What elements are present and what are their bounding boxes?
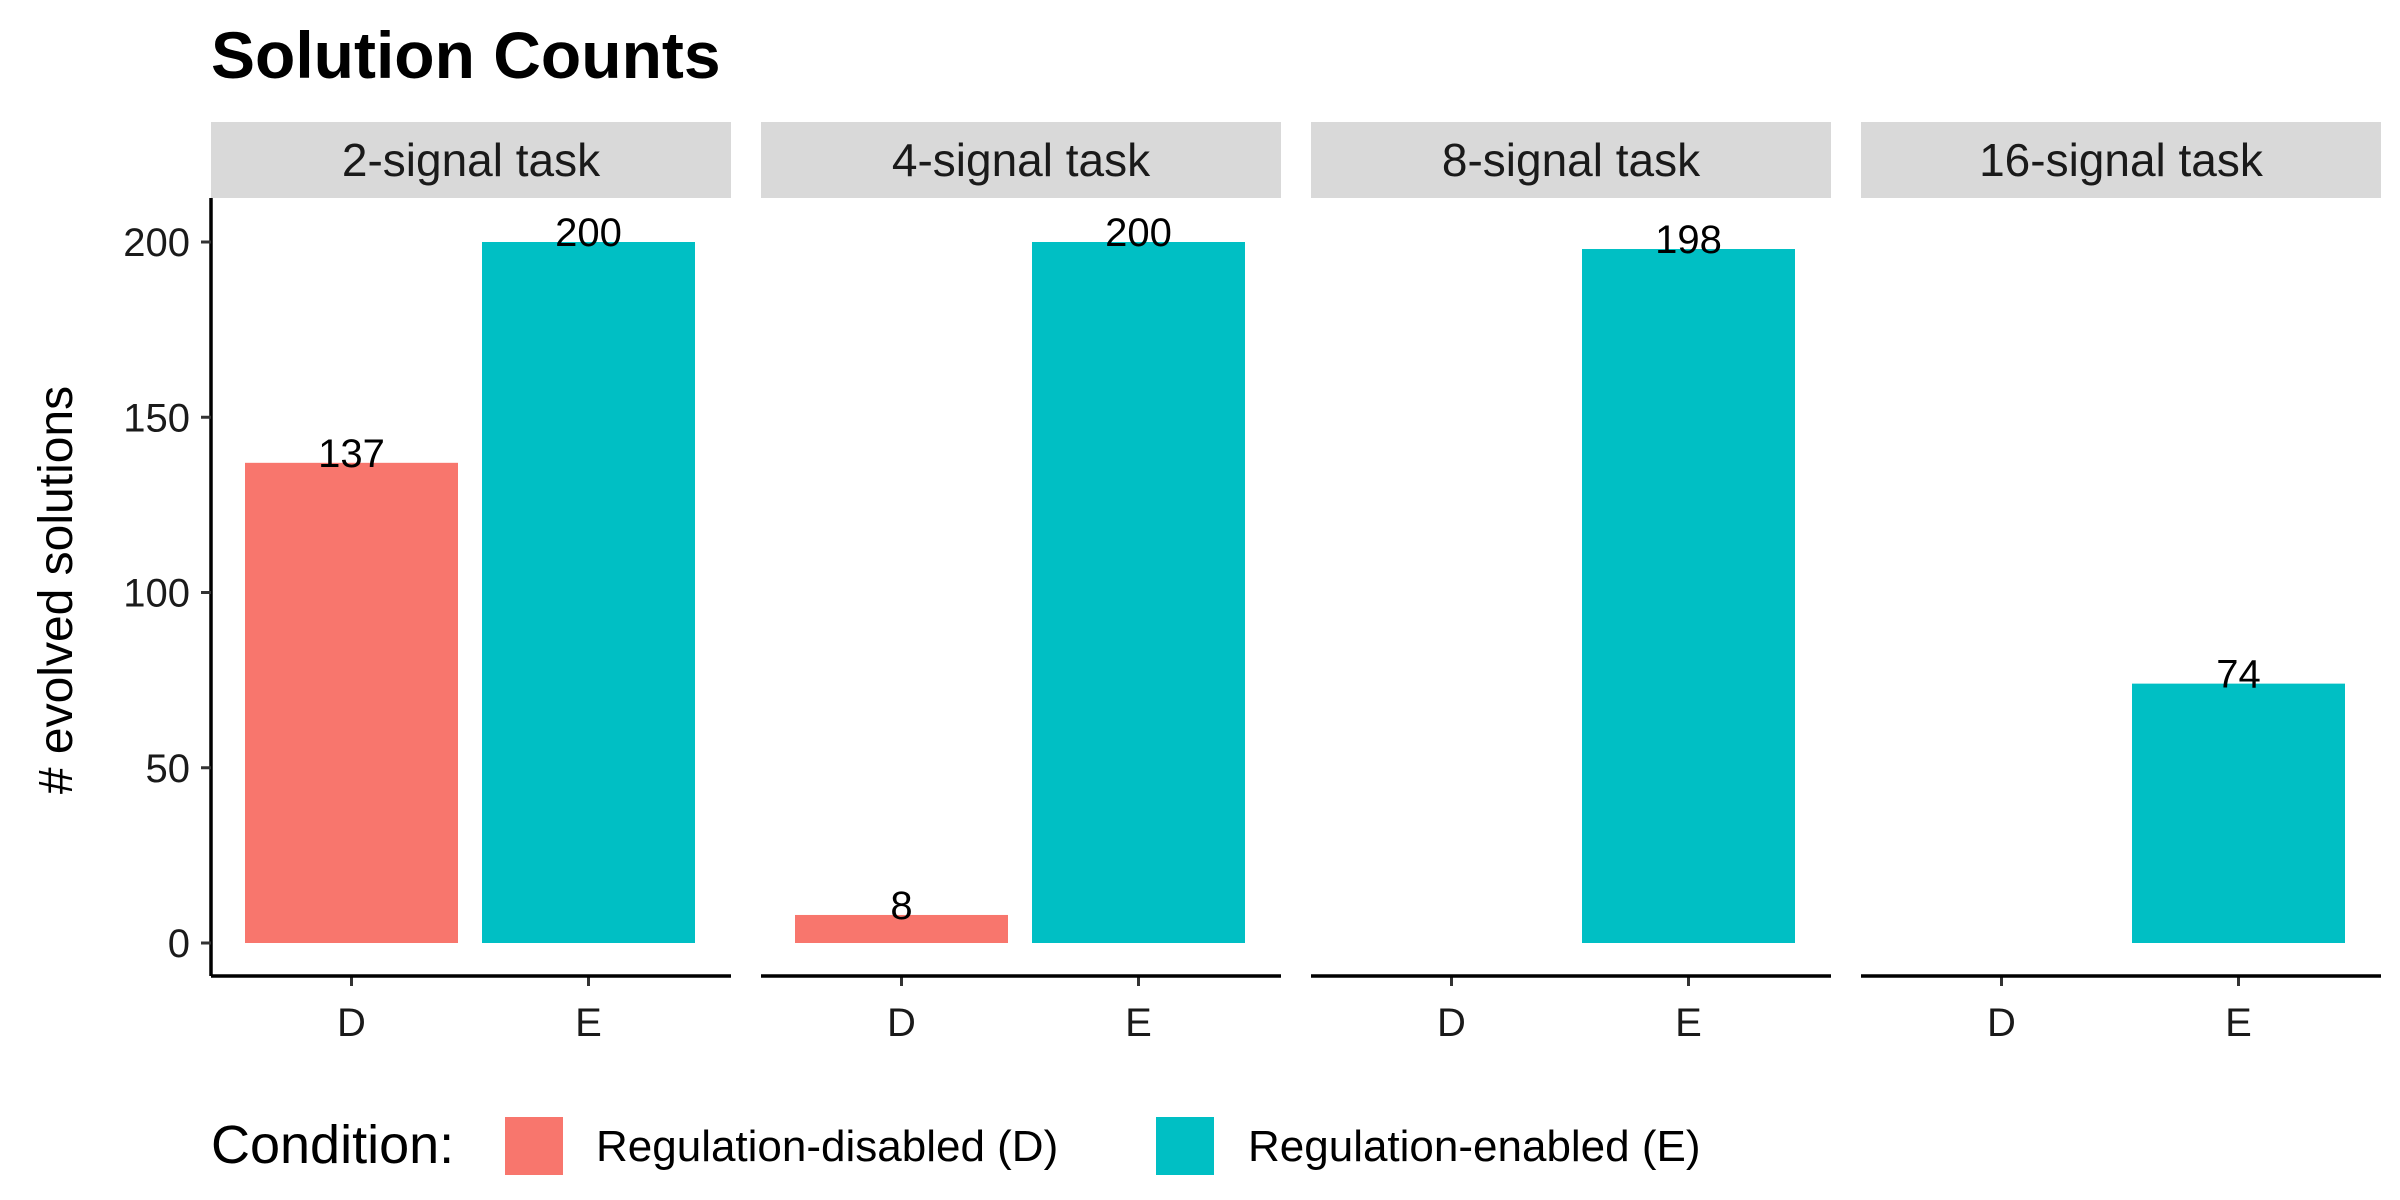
facet-panel: 8-signal task D 198 E — [1311, 122, 1831, 1045]
bar — [1582, 249, 1795, 943]
facet-panel: 16-signal task D 74 E — [1861, 122, 2381, 1045]
legend-label: Regulation-disabled (D) — [596, 1122, 1058, 1171]
bar — [1032, 242, 1245, 943]
x-tick-label: E — [1675, 1001, 1702, 1045]
bar — [482, 242, 695, 943]
facet-panel: 2-signal task 137 D 200 E — [211, 122, 731, 1045]
facet-strip-label: 4-signal task — [892, 134, 1151, 186]
legend: Condition: Regulation-disabled (D) Regulat… — [211, 1115, 1701, 1175]
x-tick-label: D — [337, 1001, 366, 1045]
bar-value-label: 200 — [555, 211, 622, 255]
y-tick-label: 100 — [123, 572, 190, 616]
bar — [795, 914, 1008, 943]
bar-value-label: 8 — [890, 884, 912, 928]
facet-panels: 2-signal task 137 D 200 E 4-signal task 8 D 200 E… — [211, 122, 2381, 1045]
y-tick-label: 150 — [123, 396, 190, 440]
bar-value-label: 137 — [318, 432, 385, 476]
y-tick-label: 50 — [146, 747, 191, 791]
facet-panel: 4-signal task 8 D 200 E — [761, 122, 1281, 1045]
facet-strip — [761, 122, 1281, 198]
bar-value-label: 74 — [2216, 653, 2261, 697]
y-axis: 0 50 100 150 200 — [123, 198, 213, 976]
x-tick-label: E — [2225, 1001, 2252, 1045]
facet-strip-label: 8-signal task — [1442, 134, 1701, 186]
legend-title: Condition: — [211, 1115, 454, 1175]
y-tick-label: 0 — [168, 922, 190, 966]
legend-key — [505, 1117, 563, 1175]
x-tick-label: D — [1987, 1001, 2016, 1045]
bar — [245, 462, 458, 943]
facet-strip — [1861, 122, 2381, 198]
facet-strip-label: 16-signal task — [1979, 134, 2264, 186]
y-axis-label: # evolved solutions — [30, 386, 83, 794]
facet-strip-label: 2-signal task — [342, 134, 601, 186]
bar — [2132, 683, 2345, 943]
legend-label: Regulation-enabled (E) — [1248, 1122, 1701, 1171]
legend-key — [1156, 1117, 1214, 1175]
bar-value-label: 198 — [1655, 218, 1722, 262]
x-tick-label: D — [887, 1001, 916, 1045]
x-tick-label: D — [1437, 1001, 1466, 1045]
bar-value-label: 200 — [1105, 211, 1172, 255]
x-tick-label: E — [575, 1001, 602, 1045]
facet-strip — [211, 122, 731, 198]
x-tick-label: E — [1125, 1001, 1152, 1045]
chart-title: Solution Counts — [211, 18, 721, 92]
facet-strip — [1311, 122, 1831, 198]
y-tick-label: 200 — [123, 221, 190, 265]
